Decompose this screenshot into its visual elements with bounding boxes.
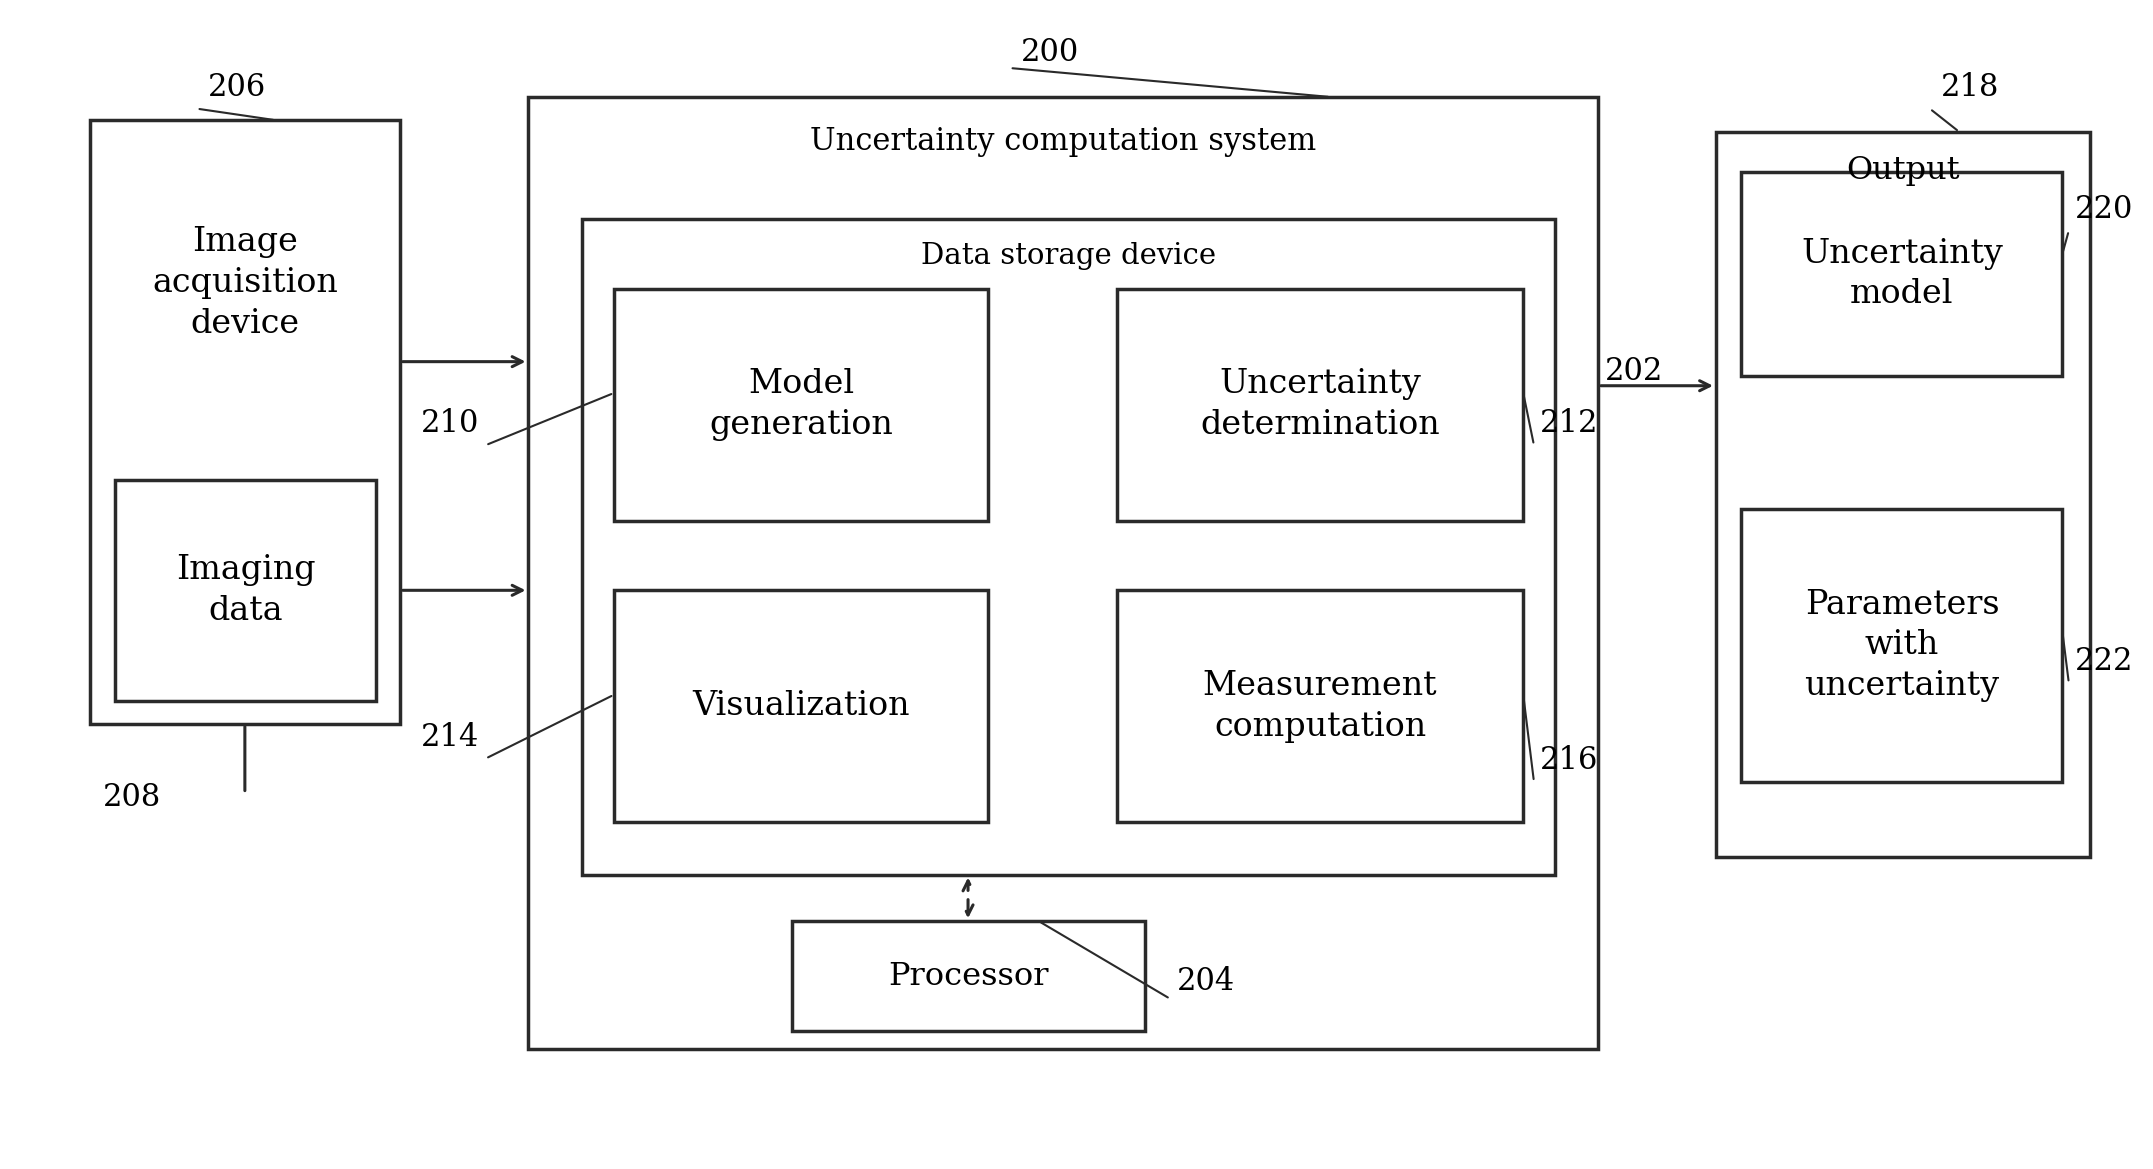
Text: 212: 212 — [1539, 408, 1600, 440]
Text: 210: 210 — [420, 408, 480, 440]
Text: 216: 216 — [1539, 745, 1600, 776]
Text: Visualization: Visualization — [693, 691, 911, 722]
Text: 206: 206 — [207, 71, 265, 103]
Bar — [1716, 132, 2091, 857]
Text: 200: 200 — [1021, 37, 1079, 68]
Text: Output: Output — [1847, 155, 1959, 186]
Bar — [792, 921, 1145, 1031]
Text: Uncertainty
determination: Uncertainty determination — [1199, 368, 1440, 441]
Bar — [614, 590, 988, 823]
Text: Imaging
data: Imaging data — [177, 554, 316, 627]
Text: Processor: Processor — [887, 961, 1049, 991]
Bar — [90, 120, 400, 724]
Text: 204: 204 — [1178, 966, 1236, 996]
Text: Image
acquisition
device: Image acquisition device — [153, 227, 338, 340]
Bar — [1117, 289, 1524, 520]
Bar — [581, 219, 1554, 874]
Text: Measurement
computation: Measurement computation — [1204, 670, 1438, 742]
Text: Parameters
with
uncertainty: Parameters with uncertainty — [1804, 589, 2000, 703]
Text: 218: 218 — [1940, 71, 1998, 103]
Text: 214: 214 — [420, 721, 480, 753]
Text: 208: 208 — [103, 782, 161, 812]
Text: Uncertainty computation system: Uncertainty computation system — [810, 126, 1315, 157]
Text: 220: 220 — [2075, 194, 2134, 224]
Bar — [1742, 173, 2063, 375]
Text: 222: 222 — [2075, 646, 2134, 677]
Bar — [1117, 590, 1524, 823]
Text: Model
generation: Model generation — [708, 368, 893, 441]
Text: 202: 202 — [1604, 357, 1662, 387]
Text: Data storage device: Data storage device — [921, 242, 1216, 270]
Bar — [1742, 509, 2063, 782]
Text: Uncertainty
model: Uncertainty model — [1802, 237, 2002, 311]
Bar — [614, 289, 988, 520]
Bar — [527, 97, 1598, 1049]
Bar — [116, 480, 377, 700]
